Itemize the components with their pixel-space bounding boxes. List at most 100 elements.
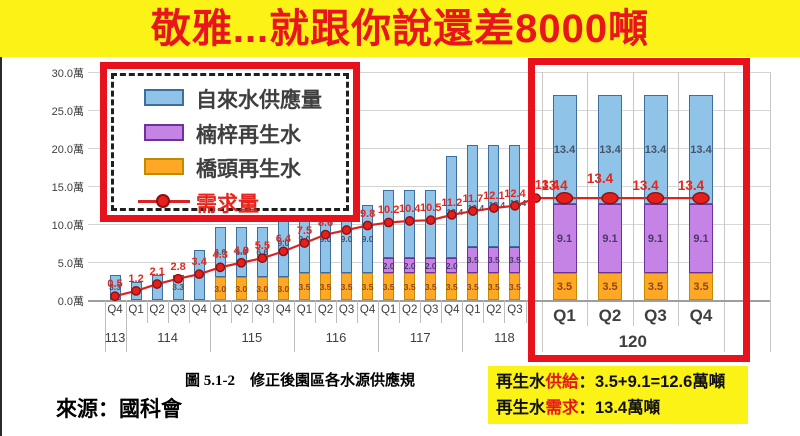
figure-caption: 圖 5.1-2 修正後園區各水源供應規 bbox=[185, 373, 415, 389]
x-axis-quarter-label: Q1 bbox=[380, 304, 397, 316]
quarter-separator bbox=[483, 300, 485, 323]
bar-117-Q2-tap bbox=[404, 189, 416, 259]
legend-item-tap-water-supply: 自來水供應量 bbox=[114, 84, 346, 116]
bar-segment-label: 3.5 bbox=[319, 281, 332, 292]
quarter-separator bbox=[441, 300, 443, 323]
note-line-demand: 再生水需求：13.4萬噸 bbox=[496, 395, 740, 421]
bar-segment-label: 9.0 bbox=[361, 234, 374, 245]
x-axis-year-label: 120 bbox=[618, 332, 647, 351]
x-axis-year-label: 115 bbox=[241, 330, 263, 345]
quarter-separator bbox=[272, 300, 274, 323]
note-supply-prefix: 再生水 bbox=[496, 373, 546, 391]
quarter-separator bbox=[632, 300, 634, 326]
x-axis-quarter-label: Q2 bbox=[486, 304, 502, 316]
highlight-section-background: 13.4 9.1 3.5 13.4 Q1 13.4 9.1 3.5 13.4 Q2 13.4 9.1 3… bbox=[528, 58, 750, 362]
gridline-h bbox=[88, 148, 770, 149]
gridline-h bbox=[528, 110, 750, 111]
bar-segment-label: 3.5 bbox=[298, 281, 311, 292]
x-axis-quarter-label: Q4 bbox=[191, 304, 207, 316]
quarter-separator bbox=[420, 300, 422, 323]
x-axis-year-label: 116 bbox=[325, 330, 347, 345]
x-axis-baseline bbox=[528, 300, 750, 302]
bar-117-Q3-tap bbox=[425, 189, 437, 259]
gridline-h bbox=[88, 110, 770, 111]
x-axis-quarter-label: Q2 bbox=[317, 304, 334, 316]
x-axis-quarter-label: Q4 bbox=[359, 304, 376, 316]
demand-value-label: 12.4 bbox=[504, 187, 526, 200]
bar-120-Q3-tap bbox=[643, 94, 668, 205]
bar-segment-label: 3.5 bbox=[466, 255, 479, 266]
x-axis-quarter-label: Q2 bbox=[233, 304, 249, 316]
quarter-separator bbox=[587, 72, 588, 300]
quarter-separator bbox=[525, 300, 527, 323]
bar-segment-label: 3.5 bbox=[445, 281, 458, 292]
x-axis-quarter-label: Q1 bbox=[553, 306, 576, 325]
x-axis-year-label: 118 bbox=[494, 330, 515, 345]
x-axis-quarter-label: Q1 bbox=[465, 304, 481, 316]
x-axis-quarter-label: Q4 bbox=[107, 304, 123, 316]
page-title: 敬雅...就跟你說還差8000噸 bbox=[150, 7, 650, 51]
year-separator bbox=[462, 300, 464, 352]
bar-segment-label: 3.0 bbox=[256, 283, 269, 294]
bar-segment-label: 13.4 bbox=[690, 144, 712, 157]
demand-value-label: 13.4 bbox=[586, 171, 614, 187]
quarter-separator bbox=[632, 72, 634, 300]
x-axis-year-label: 113 bbox=[104, 330, 126, 345]
y-axis-tick-label: 0.0萬 bbox=[57, 296, 84, 308]
legend-item-demand: 需求量 bbox=[114, 188, 346, 220]
gridline-h bbox=[528, 186, 750, 187]
quarter-separator bbox=[357, 300, 359, 323]
note-supply-em: 供給 bbox=[545, 373, 579, 391]
bar-segment-label: 3.5 bbox=[602, 280, 618, 293]
x-axis-quarter-label: Q1 bbox=[212, 304, 228, 316]
bar-segment-label: 3.3 bbox=[172, 282, 185, 293]
demand-value-label: 13.4 bbox=[632, 178, 659, 194]
bar-segment-label: 9.0 bbox=[340, 234, 353, 245]
x-axis-quarter-label: Q3 bbox=[644, 306, 667, 325]
quarter-separator bbox=[541, 72, 543, 352]
y-axis-tick-label: 10.0萬 bbox=[51, 220, 84, 232]
bar-segment-label: 9.0 bbox=[319, 234, 332, 245]
x-axis-quarter-label: Q2 bbox=[149, 304, 165, 316]
gridline-h bbox=[528, 148, 750, 149]
note-line-supply: 再生水供給：3.5+9.1=12.6萬噸 bbox=[496, 369, 740, 395]
tap-water-supply-swatch bbox=[144, 89, 184, 106]
x-axis-quarter-label: Q4 bbox=[689, 306, 713, 325]
bar-segment-label: 3.0 bbox=[214, 283, 227, 294]
quarter-separator bbox=[678, 72, 679, 300]
bar-segment-label: 3.5 bbox=[424, 281, 437, 292]
x-axis-year-label: 114 bbox=[157, 330, 178, 345]
chart-legend: 自來水供應量 楠梓再生水橋頭再生水需求量 bbox=[100, 62, 360, 222]
bar-segment-label: 13.4 bbox=[644, 144, 667, 157]
gridline-h bbox=[88, 186, 770, 187]
bar-120-Q1-tap bbox=[552, 94, 577, 205]
x-axis-quarter-label: Q3 bbox=[338, 304, 355, 316]
quarter-separator bbox=[399, 300, 401, 323]
x-axis-quarter-label: Q3 bbox=[254, 304, 271, 316]
y-axis-tick-label: 15.0萬 bbox=[51, 182, 84, 194]
note-demand-prefix: 再生水 bbox=[496, 399, 546, 417]
bar-segment-label: 3.5 bbox=[509, 281, 521, 292]
bar-segment-label: 13.4 bbox=[599, 144, 621, 157]
plot-right-border bbox=[770, 72, 771, 352]
bar-117-Q1-tap bbox=[383, 189, 395, 259]
bar-segment-label: 3.5 bbox=[340, 281, 353, 292]
quarter-separator bbox=[230, 300, 232, 323]
source-text: 來源：國科會 bbox=[56, 398, 182, 421]
x-axis-quarter-label: Q3 bbox=[170, 304, 186, 316]
bar-segment-label: 3.5 bbox=[647, 280, 664, 293]
bar-segment-label: 3.5 bbox=[361, 281, 374, 292]
x-axis-quarter-label: Q3 bbox=[507, 304, 523, 316]
bar-segment-label: 2.0 bbox=[445, 260, 458, 271]
quarter-separator bbox=[336, 300, 338, 323]
quarter-separator bbox=[678, 300, 679, 326]
legend-item-label: 橋頭再生水 bbox=[196, 158, 301, 181]
bar-120-Q2-tap bbox=[598, 94, 622, 205]
legend-item-qiaotou-reclaimed-water: 橋頭再生水 bbox=[114, 153, 346, 185]
bar-120-Q4-tap bbox=[689, 94, 713, 205]
legend-item-nanzi-reclaimed-water: 楠梓再生水 bbox=[114, 119, 346, 151]
demand-value-label: 13.4 bbox=[541, 178, 568, 194]
bar-segment-label: 3.0 bbox=[277, 283, 290, 294]
bar-segment-label: 3.5 bbox=[556, 280, 573, 293]
note-supply-rest: ：3.5+9.1=12.6萬噸 bbox=[578, 373, 726, 391]
